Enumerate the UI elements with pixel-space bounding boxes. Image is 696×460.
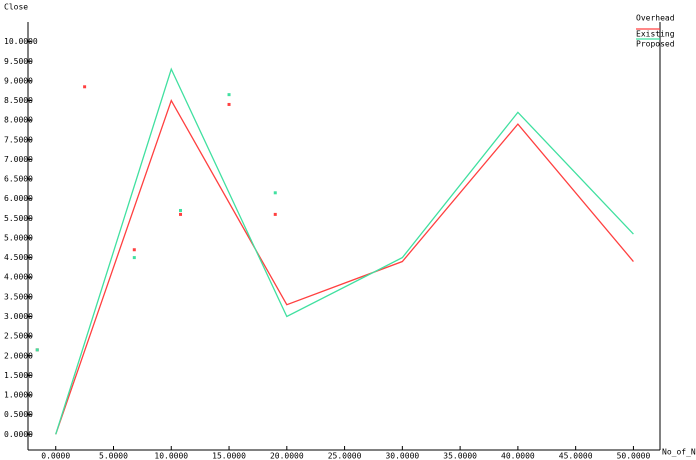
y-tick-label: 6.5000 [4, 175, 33, 184]
y-tick-label: 10.0000 [4, 37, 38, 46]
y-tick-label: 5.5000 [4, 214, 33, 223]
close-button[interactable]: Close [4, 3, 28, 12]
marker [132, 248, 136, 252]
y-tick-label: 2.0000 [4, 351, 33, 360]
y-tick-label: 9.0000 [4, 76, 33, 85]
y-tick-label: 8.5000 [4, 96, 33, 105]
x-tick-label: 20.0000 [270, 452, 304, 460]
marker [273, 191, 277, 195]
x-tick-label: 45.0000 [559, 452, 593, 460]
y-tick-label: 8.0000 [4, 116, 33, 125]
y-tick-label: 7.5000 [4, 135, 33, 144]
x-tick-label: 50.0000 [617, 452, 651, 460]
legend-label: Proposed [636, 40, 675, 49]
x-tick-label: 30.0000 [385, 452, 419, 460]
marker [132, 256, 136, 260]
x-tick-label: 40.0000 [501, 452, 535, 460]
marker [227, 102, 231, 106]
marker [273, 212, 277, 216]
x-tick-label: 35.0000 [443, 452, 477, 460]
legend-label: Existing [636, 30, 675, 39]
y-axis-label: Overhead [636, 14, 675, 23]
y-tick-label: 4.5000 [4, 253, 33, 262]
y-tick-label: 0.0000 [4, 430, 33, 439]
marker [83, 85, 87, 89]
marker [227, 93, 231, 97]
x-tick-label: 10.0000 [154, 452, 188, 460]
y-tick-label: 6.0000 [4, 194, 33, 203]
y-tick-label: 2.5000 [4, 332, 33, 341]
y-tick-label: 1.0000 [4, 391, 33, 400]
x-tick-label: 0.0000 [41, 452, 70, 460]
marker [35, 348, 39, 352]
x-tick-label: 5.0000 [99, 452, 128, 460]
series-line [55, 98, 634, 435]
x-tick-label: 15.0000 [212, 452, 246, 460]
x-tick-label: 25.0000 [328, 452, 362, 460]
y-tick-label: 3.5000 [4, 292, 33, 301]
marker [179, 208, 183, 212]
y-tick-label: 9.5000 [4, 57, 33, 66]
y-tick-label: 5.0000 [4, 233, 33, 242]
series-line [55, 67, 634, 435]
y-tick-label: 1.5000 [4, 371, 33, 380]
y-tick-label: 0.5000 [4, 410, 33, 419]
y-tick-label: 7.0000 [4, 155, 33, 164]
y-tick-label: 4.0000 [4, 273, 33, 282]
x-axis-label: No_of_Node [662, 448, 696, 457]
y-tick-label: 3.0000 [4, 312, 33, 321]
marker [179, 212, 183, 216]
